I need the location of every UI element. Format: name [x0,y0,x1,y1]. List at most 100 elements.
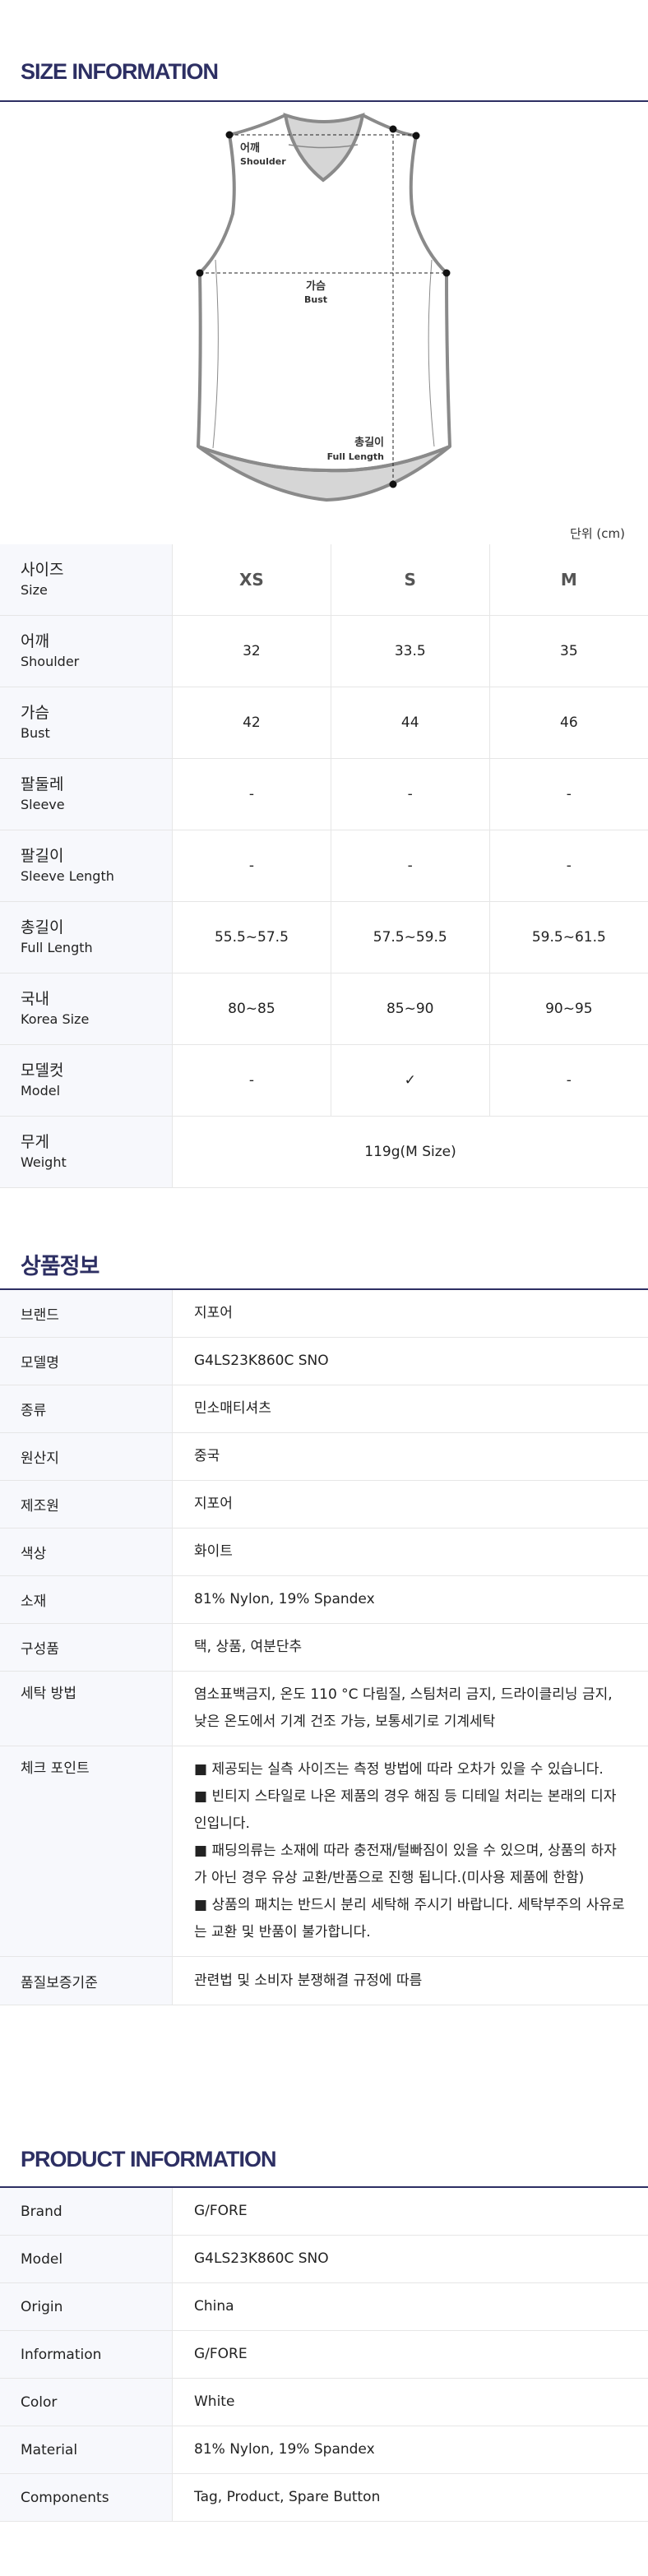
cell: 90~95 [489,973,648,1045]
table-row: Origin China [0,2282,648,2331]
checkpoint-item: ■ 패딩의류는 소재에 따라 충전재/털빠짐이 있을 수 있으며, 상품의 하자… [194,1843,617,1886]
table-row: Model G4LS23K860C SNO [0,2235,648,2283]
row-label: 구성품 [0,1623,173,1672]
cell: 46 [489,687,648,759]
row-label: 체크 포인트 [0,1746,173,1957]
row-label: 제조원 [0,1480,173,1528]
cell: - [172,830,331,902]
row-label: 세탁 방법 [0,1671,173,1746]
shoulder-label-en: Shoulder [240,156,286,167]
row-label: 소재 [0,1575,173,1624]
row-value: G/FORE [172,2188,648,2236]
cell: - [172,758,331,830]
cell: 80~85 [172,973,331,1045]
label-ko: 총길이 [21,918,64,937]
length-label-ko: 총길이 [354,436,384,449]
label-ko: 무게 [21,1133,49,1151]
row-label: Information [0,2330,173,2379]
row-label: Brand [0,2188,173,2236]
row-label: 색상 [0,1528,173,1576]
checkpoint-row: 체크 포인트 ■ 제공되는 실측 사이즈는 측정 방법에 따라 오차가 있을 수… [0,1746,648,1957]
cell: 44 [331,687,490,759]
row-value: G/FORE [172,2330,648,2379]
table-row: 세탁 방법 염소표백금지, 온도 110 °C 다림질, 스팀처리 금지, 드라이… [0,1671,648,1746]
row-label: 어깨 Shoulder [0,615,173,687]
table-row: Components Tag, Product, Spare Button [0,2473,648,2522]
label-en: Sleeve Length [21,868,114,884]
size-m: M [489,544,648,616]
table-row: 총길이 Full Length 55.5~57.5 57.5~59.5 59.5~61.… [0,901,648,974]
size-xs: XS [172,544,331,616]
table-row: 제조원 지포어 [0,1480,648,1528]
title-divider [0,2186,648,2188]
label-en: Shoulder [21,654,80,669]
label-en: Model [21,1083,61,1098]
row-value: 81% Nylon, 19% Spandex [172,2426,648,2474]
row-value: China [172,2282,648,2331]
label-ko: 국내 [21,990,49,1008]
cell: 59.5~61.5 [489,901,648,974]
row-label: 무게 Weight [0,1116,173,1188]
label-ko: 사이즈 [21,561,64,579]
product-info-ko-table: 브랜드 지포어 모델명 G4LS23K860C SNO 종류 민소매티셔츠 원산지 중국… [0,1290,648,2005]
label-en: Korea Size [21,1011,90,1027]
label-en: Weight [21,1154,67,1170]
size-table: 사이즈 Size XS S M 어깨 Shoulder 32 33.5 35 가슴 Bust… [0,544,648,1188]
table-row: 가슴 Bust 42 44 46 [0,687,648,759]
row-value: G4LS23K860C SNO [172,1337,648,1385]
table-row: Color White [0,2378,648,2426]
cell: 35 [489,615,648,687]
cell: 55.5~57.5 [172,901,331,974]
table-row: 구성품 택, 상품, 여분단추 [0,1623,648,1672]
size-information-title: SIZE INFORMATION [21,59,219,84]
unit-label: 단위 (cm) [570,526,625,541]
label-ko: 모델컷 [21,1061,64,1080]
row-value: 관련법 및 소비자 분쟁해결 규정에 따름 [172,1956,648,2005]
table-row: 팔길이 Sleeve Length - - - [0,830,648,902]
label-ko: 팔길이 [21,847,64,865]
bust-label-en: Bust [304,294,327,305]
row-value: 지포어 [172,1290,648,1338]
size-header-row: 사이즈 Size XS S M [0,544,648,616]
row-label: 사이즈 Size [0,544,173,616]
table-row: Material 81% Nylon, 19% Spandex [0,2426,648,2474]
row-value: 염소표백금지, 온도 110 °C 다림질, 스팀처리 금지, 드라이클리닝 금… [172,1671,648,1746]
checkpoint-item: ■ 제공되는 실측 사이즈는 측정 방법에 따라 오차가 있을 수 있습니다. [194,1761,604,1778]
row-label: Origin [0,2282,173,2331]
table-row: 모델컷 Model - ✓ - [0,1044,648,1117]
measure-point [442,269,451,277]
label-en: Sleeve [21,797,65,812]
cell: - [331,830,490,902]
label-en: Full Length [21,940,93,955]
table-row: 소재 81% Nylon, 19% Spandex [0,1575,648,1624]
row-label: Material [0,2426,173,2474]
table-row: 종류 민소매티셔츠 [0,1385,648,1433]
table-row: Brand G/FORE [0,2188,648,2236]
label-ko: 가슴 [21,704,49,722]
label-ko: 어깨 [21,632,49,650]
row-label: Components [0,2473,173,2522]
table-row: 팔둘레 Sleeve - - - [0,758,648,830]
row-label: 팔둘레 Sleeve [0,758,173,830]
measure-point [196,269,204,277]
measure-point [389,480,397,488]
table-row: 국내 Korea Size 80~85 85~90 90~95 [0,973,648,1045]
table-row: 품질보증기준 관련법 및 소비자 분쟁해결 규정에 따름 [0,1956,648,2005]
cell: - [489,758,648,830]
weight-value: 119g(M Size) [172,1116,648,1188]
size-diagram: 어깨 Shoulder 가슴 Bust 총길이 Full Length [0,103,648,514]
cell: - [489,830,648,902]
cell: 85~90 [331,973,490,1045]
table-row: 모델명 G4LS23K860C SNO [0,1337,648,1385]
title-divider [0,100,648,102]
product-info-ko-title: 상품정보 [21,1254,100,1279]
label-en: Bust [21,725,50,741]
row-label: Color [0,2378,173,2426]
row-label: 총길이 Full Length [0,901,173,974]
label-en: Size [21,582,48,598]
sleeveless-shirt-illustration: 어깨 Shoulder 가슴 Bust 총길이 Full Length [196,113,451,502]
row-label: 품질보증기준 [0,1956,173,2005]
checkpoint-item: ■ 빈티지 스타일로 나온 제품의 경우 해짐 등 디테일 처리는 본래의 디자… [194,1788,617,1832]
row-value: Tag, Product, Spare Button [172,2473,648,2522]
check-icon: ✓ [331,1044,490,1117]
